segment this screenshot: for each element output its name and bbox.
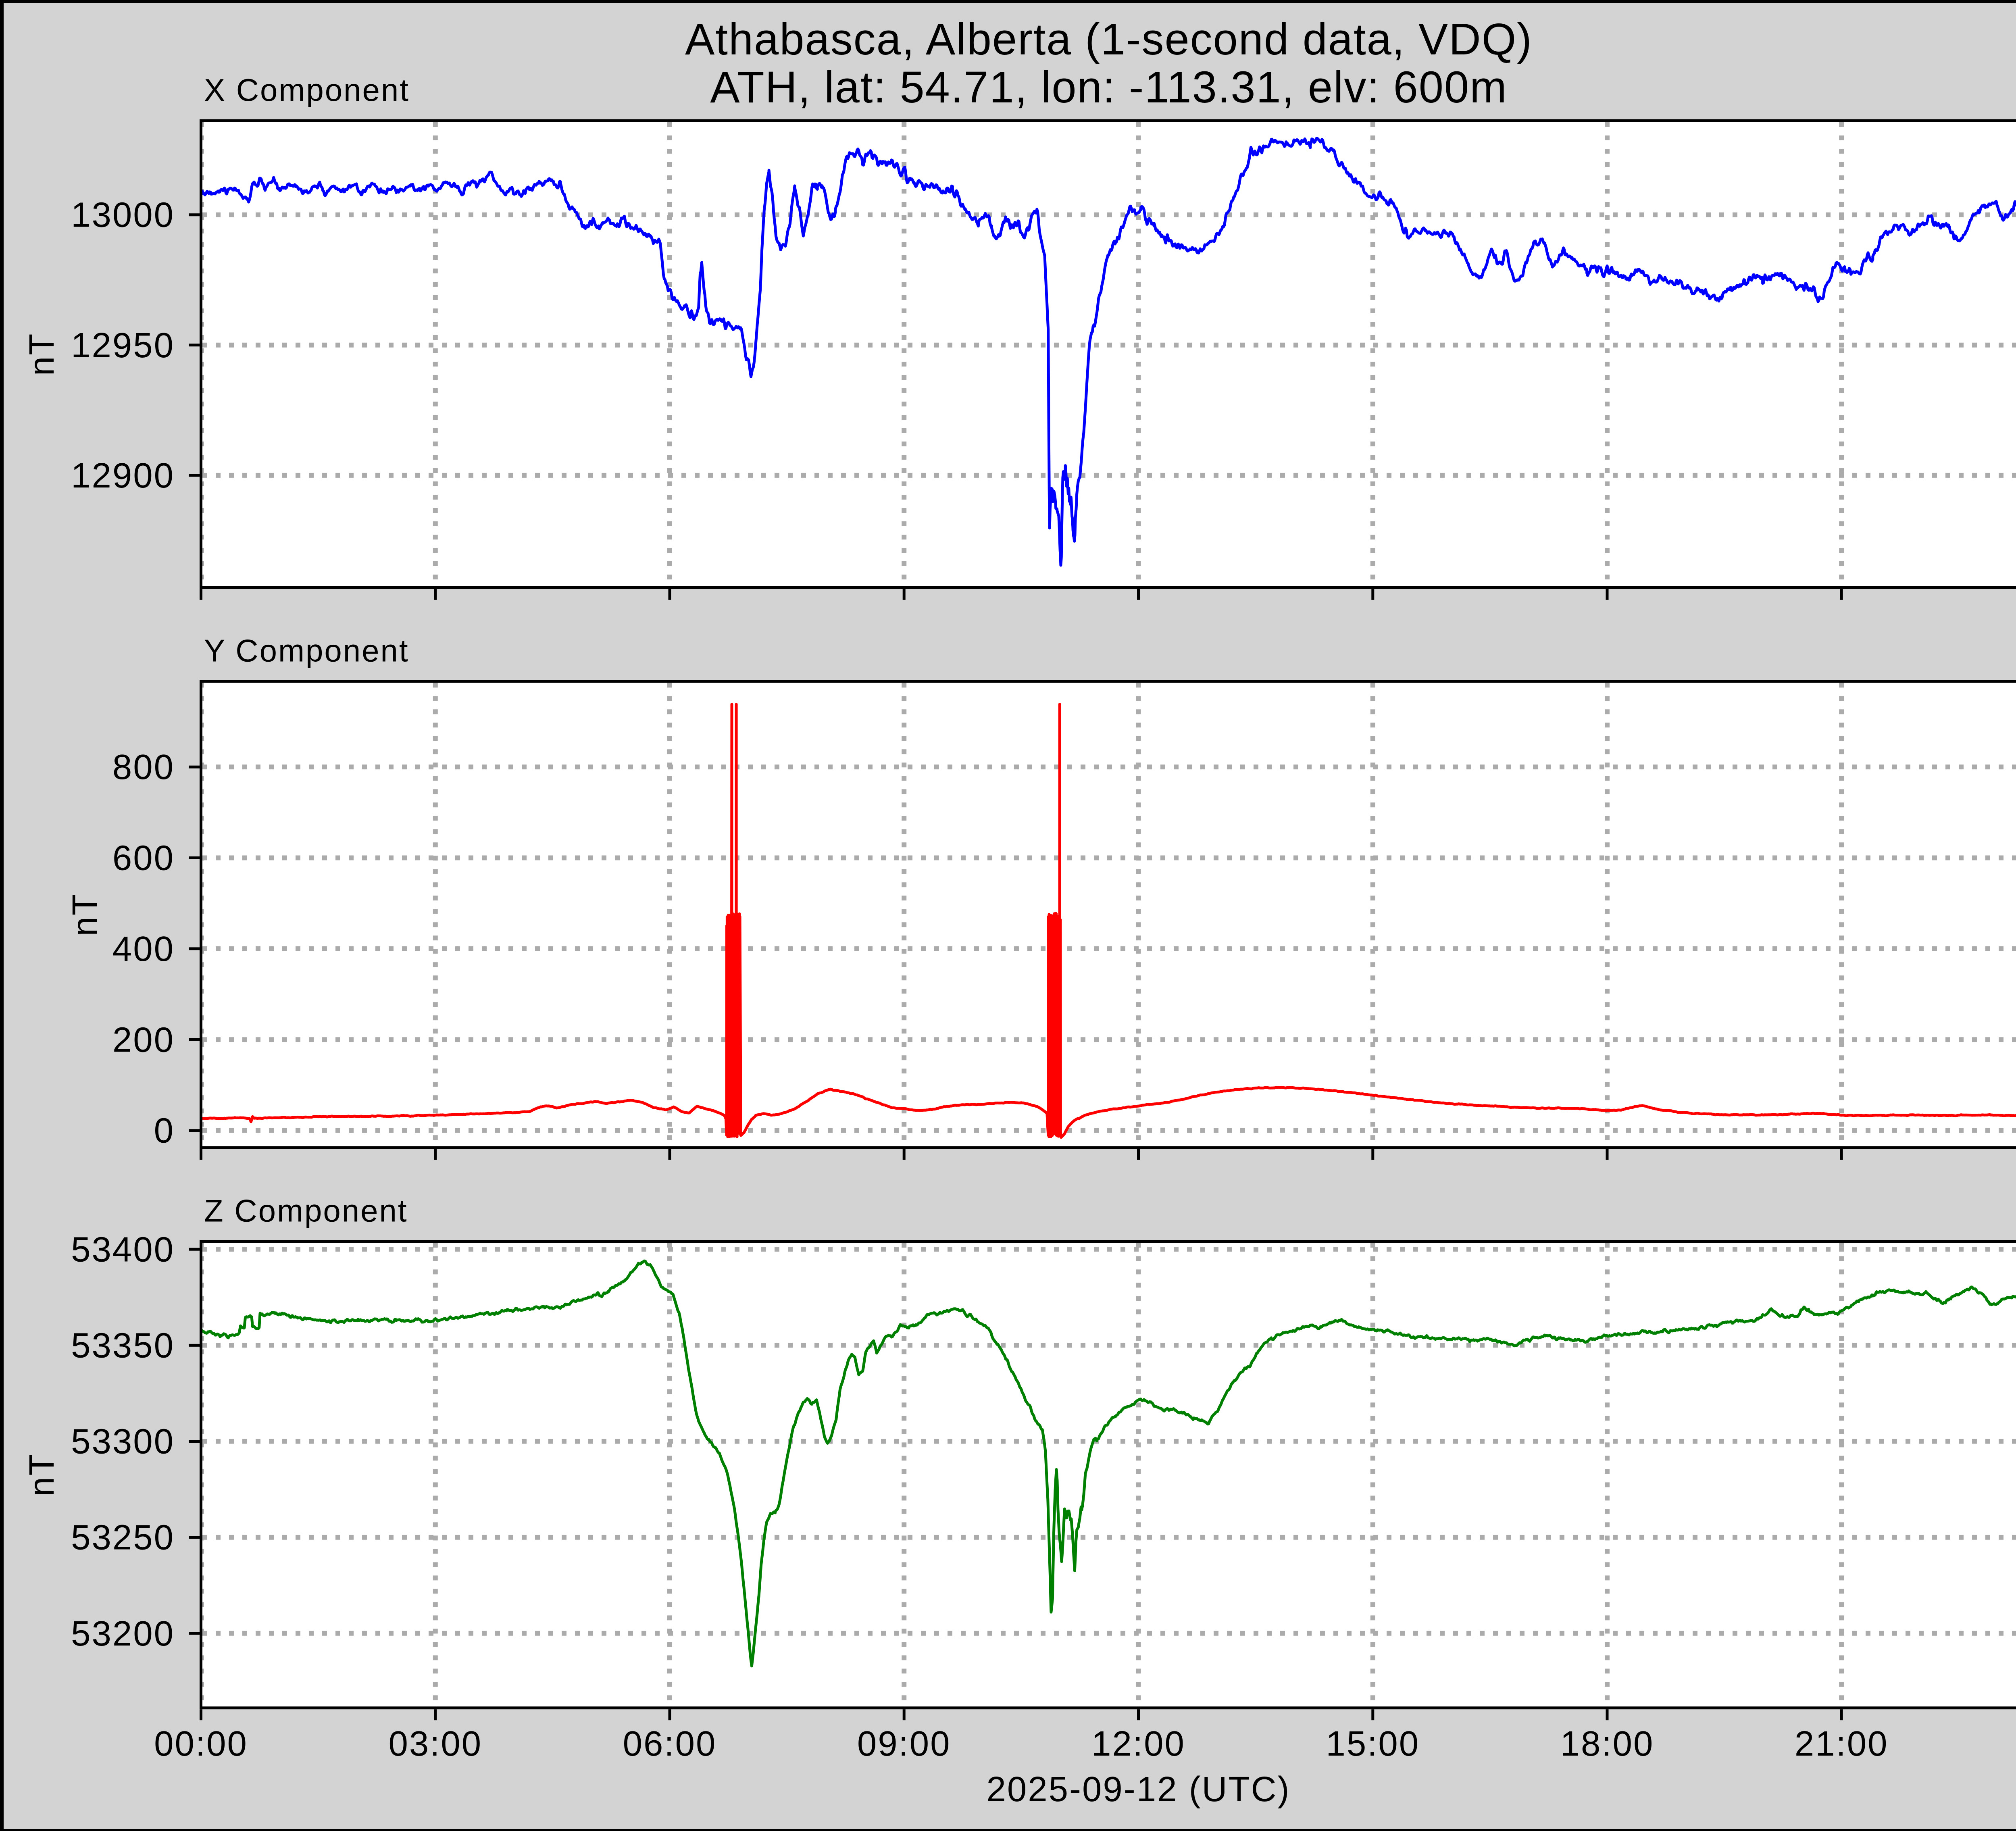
svg-text:nT: nT: [22, 333, 61, 376]
svg-text:600: 600: [112, 839, 175, 878]
svg-text:53350: 53350: [71, 1326, 175, 1365]
svg-text:15:00: 15:00: [1326, 1724, 1420, 1763]
svg-text:53300: 53300: [71, 1422, 175, 1461]
svg-text:12:00: 12:00: [1091, 1724, 1185, 1763]
svg-text:2025-09-12 (UTC): 2025-09-12 (UTC): [987, 1770, 1291, 1809]
svg-text:12950: 12950: [71, 326, 175, 365]
svg-text:06:00: 06:00: [623, 1724, 717, 1763]
svg-text:nT: nT: [22, 1453, 61, 1497]
svg-text:53250: 53250: [71, 1518, 175, 1557]
svg-text:00:00: 00:00: [154, 1724, 248, 1763]
svg-text:53200: 53200: [71, 1614, 175, 1653]
svg-text:03:00: 03:00: [388, 1724, 482, 1763]
svg-text:12900: 12900: [71, 456, 175, 495]
svg-text:Y Component: Y Component: [204, 633, 409, 668]
svg-text:18:00: 18:00: [1560, 1724, 1654, 1763]
svg-text:400: 400: [112, 929, 175, 969]
svg-text:0: 0: [154, 1111, 175, 1150]
svg-text:13000: 13000: [71, 196, 175, 235]
svg-text:800: 800: [112, 748, 175, 787]
svg-text:53400: 53400: [71, 1230, 175, 1269]
svg-text:Z Component: Z Component: [204, 1193, 408, 1228]
svg-text:Athabasca, Alberta (1-second d: Athabasca, Alberta (1-second data, VDQ): [685, 15, 1533, 64]
svg-text:09:00: 09:00: [857, 1724, 951, 1763]
svg-text:X Component: X Component: [204, 72, 410, 108]
svg-text:21:00: 21:00: [1795, 1724, 1889, 1763]
svg-text:nT: nT: [65, 893, 104, 936]
svg-text:ATH, lat: 54.71, lon: -113.31,: ATH, lat: 54.71, lon: -113.31, elv: 600m: [710, 62, 1508, 112]
svg-text:200: 200: [112, 1020, 175, 1059]
